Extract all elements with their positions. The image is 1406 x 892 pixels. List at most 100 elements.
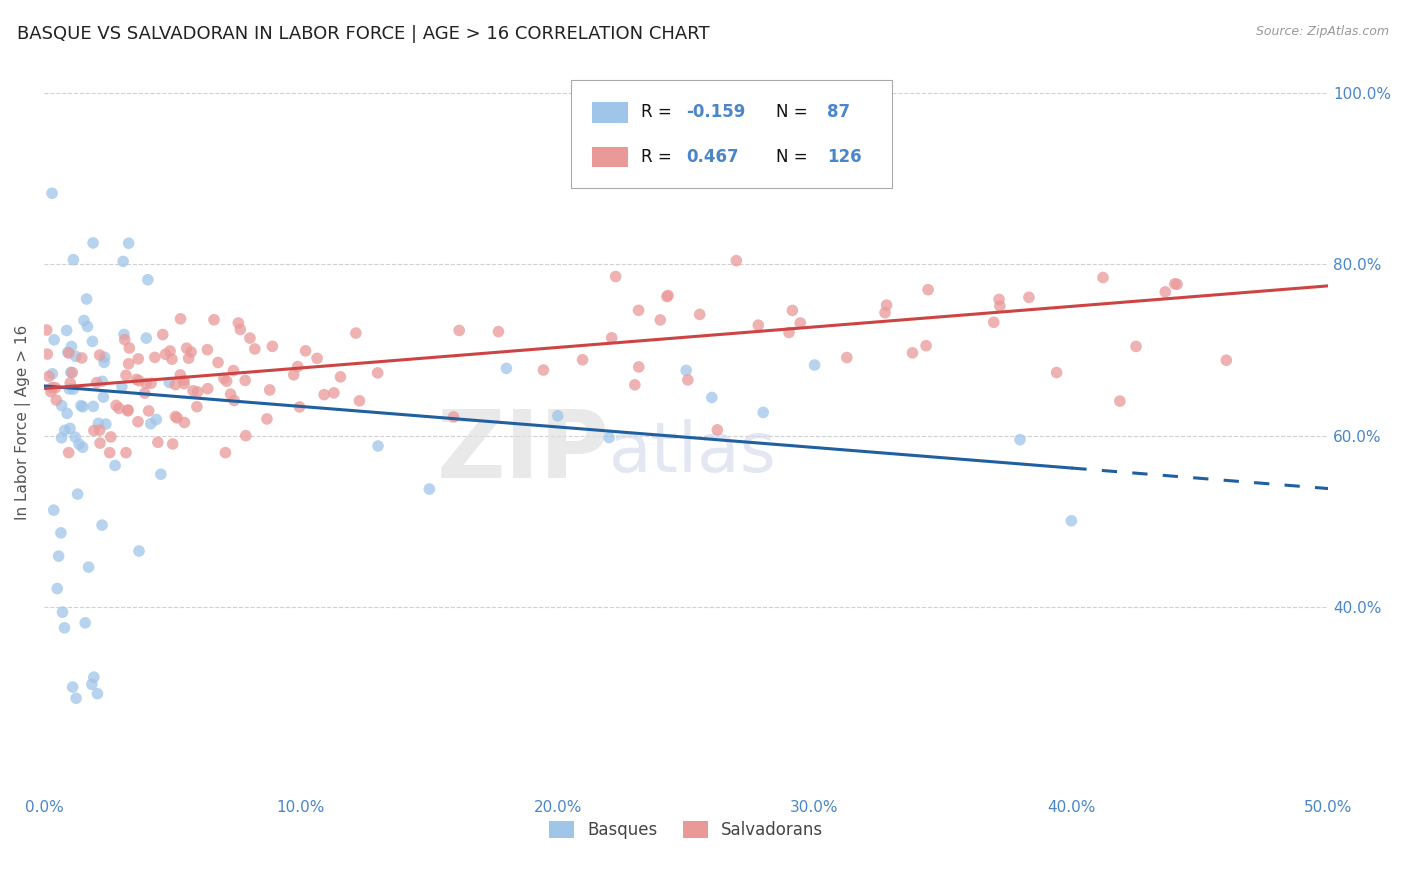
Y-axis label: In Labor Force | Age > 16: In Labor Force | Age > 16 bbox=[15, 325, 31, 520]
Point bbox=[58, 445, 80, 459]
Point bbox=[70, 399, 93, 413]
Point bbox=[117, 404, 139, 418]
Point bbox=[83, 670, 105, 684]
FancyBboxPatch shape bbox=[592, 102, 628, 123]
Point bbox=[114, 333, 136, 347]
Text: 0.467: 0.467 bbox=[686, 148, 738, 166]
Point bbox=[41, 367, 63, 381]
Point bbox=[229, 322, 252, 336]
Point bbox=[62, 382, 84, 396]
Text: R =: R = bbox=[641, 103, 678, 121]
Point bbox=[139, 417, 162, 431]
Point bbox=[127, 351, 149, 366]
Text: atlas: atlas bbox=[609, 419, 778, 486]
Point bbox=[82, 400, 104, 414]
Point bbox=[288, 400, 311, 414]
Point bbox=[67, 437, 90, 451]
Point bbox=[146, 435, 169, 450]
Point bbox=[41, 381, 63, 395]
Point bbox=[789, 316, 811, 330]
Point bbox=[70, 351, 93, 365]
Point bbox=[59, 376, 82, 390]
Point bbox=[60, 366, 83, 380]
Point bbox=[118, 341, 141, 355]
Point bbox=[51, 399, 73, 413]
Point bbox=[197, 382, 219, 396]
Point bbox=[256, 412, 278, 426]
Text: 87: 87 bbox=[827, 103, 851, 121]
Point bbox=[65, 691, 87, 706]
Point bbox=[39, 384, 62, 399]
Point bbox=[48, 549, 70, 563]
Point bbox=[627, 359, 650, 374]
Point bbox=[46, 582, 69, 596]
Point bbox=[1091, 270, 1114, 285]
Point bbox=[689, 307, 711, 321]
Point bbox=[307, 351, 329, 366]
Point bbox=[329, 370, 352, 384]
Point bbox=[243, 342, 266, 356]
Point bbox=[1060, 514, 1083, 528]
Point bbox=[38, 369, 60, 384]
Point bbox=[56, 345, 79, 359]
Point bbox=[367, 439, 389, 453]
Point bbox=[1154, 285, 1177, 299]
Point bbox=[159, 343, 181, 358]
Point bbox=[803, 358, 825, 372]
Point bbox=[778, 326, 800, 340]
Point bbox=[162, 437, 184, 451]
Point bbox=[35, 323, 58, 337]
Point bbox=[195, 343, 218, 357]
Point bbox=[187, 384, 209, 399]
Point bbox=[77, 560, 100, 574]
Point bbox=[915, 339, 938, 353]
Point bbox=[1215, 353, 1237, 368]
Point bbox=[118, 236, 141, 251]
Point bbox=[495, 361, 517, 376]
Point bbox=[349, 393, 371, 408]
Point bbox=[86, 687, 108, 701]
FancyBboxPatch shape bbox=[592, 146, 628, 168]
Point bbox=[89, 348, 111, 362]
Point bbox=[42, 333, 65, 347]
Point bbox=[105, 399, 128, 413]
Point bbox=[747, 318, 769, 332]
Point bbox=[239, 331, 262, 345]
Point bbox=[1166, 277, 1188, 292]
Point bbox=[51, 605, 73, 619]
Point bbox=[873, 306, 896, 320]
Point bbox=[104, 458, 127, 473]
Point bbox=[706, 423, 728, 437]
Point bbox=[219, 387, 242, 401]
Point bbox=[283, 368, 305, 382]
Point bbox=[149, 467, 172, 482]
Point bbox=[125, 372, 148, 386]
Point bbox=[115, 368, 138, 383]
Point bbox=[1164, 277, 1187, 291]
Point bbox=[418, 482, 440, 496]
Point bbox=[94, 417, 117, 431]
Point bbox=[169, 311, 191, 326]
Point bbox=[82, 334, 104, 349]
Point bbox=[112, 254, 135, 268]
Point bbox=[314, 387, 336, 401]
Point bbox=[89, 436, 111, 450]
Point bbox=[173, 416, 195, 430]
Point bbox=[89, 423, 111, 437]
Text: 126: 126 bbox=[827, 148, 862, 166]
Point bbox=[173, 376, 195, 391]
Point bbox=[53, 621, 76, 635]
Point bbox=[145, 412, 167, 426]
Point bbox=[160, 352, 183, 367]
Text: ZIP: ZIP bbox=[436, 407, 609, 499]
Point bbox=[443, 409, 465, 424]
Point bbox=[700, 391, 723, 405]
Point bbox=[58, 346, 80, 360]
Point bbox=[111, 380, 134, 394]
Point bbox=[752, 405, 775, 419]
Point bbox=[176, 341, 198, 355]
Point bbox=[135, 331, 157, 345]
Point bbox=[62, 680, 84, 694]
Point bbox=[42, 503, 65, 517]
Point bbox=[73, 313, 96, 327]
